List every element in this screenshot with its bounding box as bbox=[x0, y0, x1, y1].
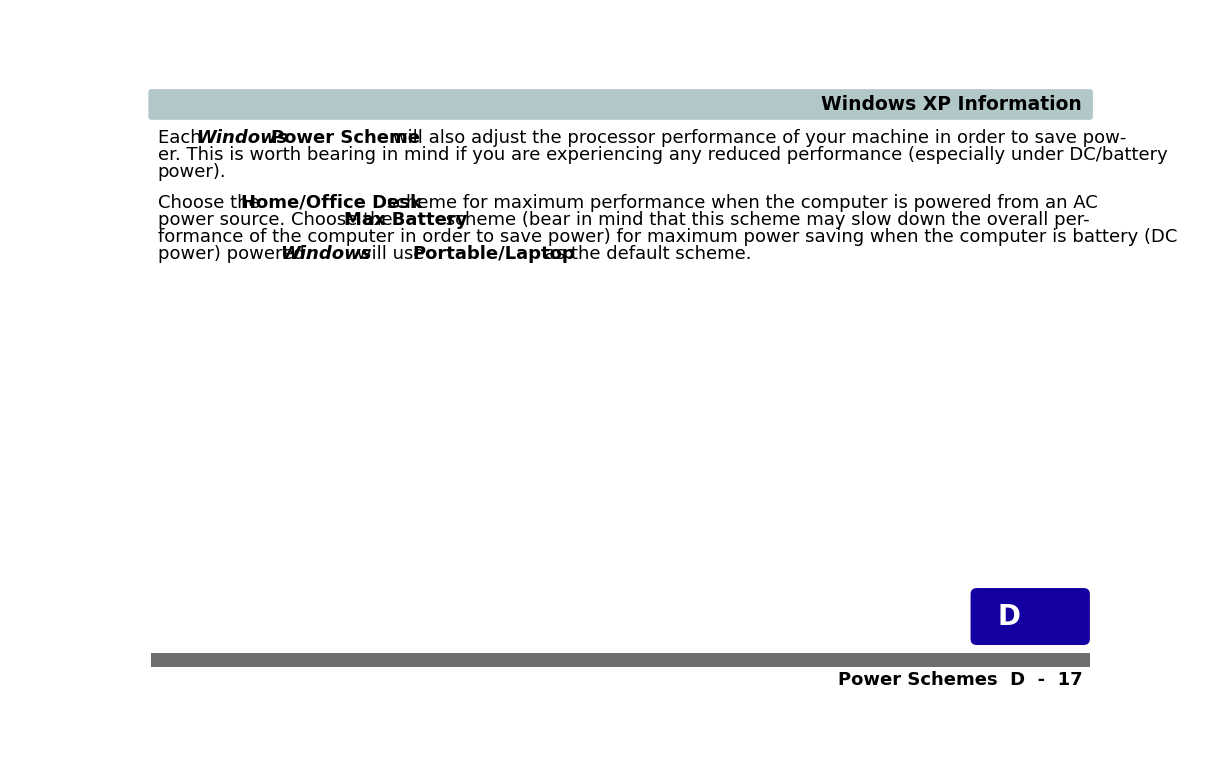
Text: Power Schemes  D  -  17: Power Schemes D - 17 bbox=[838, 671, 1083, 690]
Text: Choose the: Choose the bbox=[157, 194, 265, 212]
Text: power) powered.: power) powered. bbox=[157, 245, 316, 263]
Text: er. This is worth bearing in mind if you are experiencing any reduced performanc: er. This is worth bearing in mind if you… bbox=[157, 146, 1167, 164]
Text: Windows XP Information: Windows XP Information bbox=[821, 95, 1083, 114]
Text: as the default scheme.: as the default scheme. bbox=[539, 245, 751, 263]
Text: formance of the computer in order to save power) for maximum power saving when t: formance of the computer in order to sav… bbox=[157, 227, 1177, 246]
Bar bbox=[151, 653, 1090, 667]
Text: scheme (bear in mind that this scheme may slow down the overall per-: scheme (bear in mind that this scheme ma… bbox=[440, 210, 1089, 229]
Text: Portable/Laptop: Portable/Laptop bbox=[413, 245, 575, 263]
Text: will also adjust the processor performance of your machine in order to save pow-: will also adjust the processor performan… bbox=[386, 129, 1126, 147]
FancyBboxPatch shape bbox=[149, 90, 1092, 119]
Text: D: D bbox=[998, 603, 1021, 631]
Text: power).: power). bbox=[157, 163, 226, 181]
Text: Home/Office Desk: Home/Office Desk bbox=[241, 194, 421, 212]
Text: Each: Each bbox=[157, 129, 207, 147]
Text: Max Battery: Max Battery bbox=[344, 210, 467, 229]
Text: Windows: Windows bbox=[196, 129, 287, 147]
Text: power source. Choose the: power source. Choose the bbox=[157, 210, 398, 229]
Text: Windows: Windows bbox=[280, 245, 372, 263]
Text: scheme for maximum performance when the computer is powered from an AC: scheme for maximum performance when the … bbox=[381, 194, 1098, 212]
Text: will use: will use bbox=[351, 245, 430, 263]
FancyBboxPatch shape bbox=[970, 588, 1090, 645]
Text: Power Scheme: Power Scheme bbox=[271, 129, 420, 147]
